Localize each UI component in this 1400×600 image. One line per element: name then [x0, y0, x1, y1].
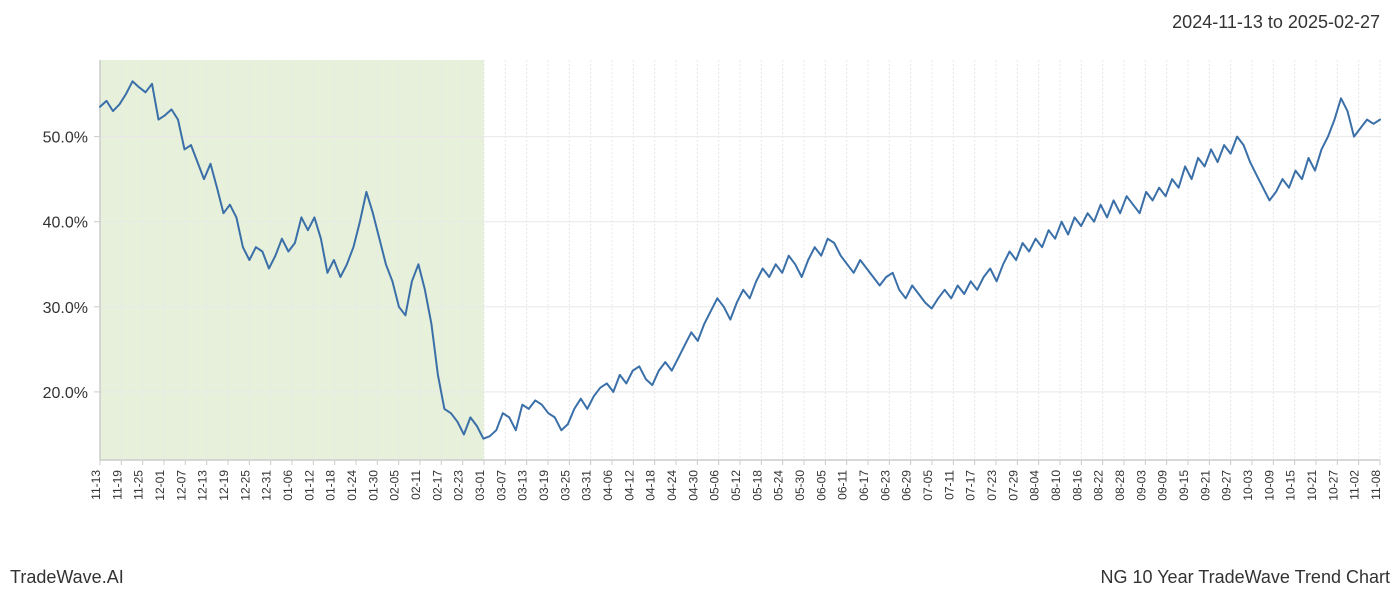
svg-text:06-29: 06-29 [900, 470, 914, 501]
svg-text:05-18: 05-18 [750, 470, 764, 501]
svg-text:12-07: 12-07 [174, 470, 188, 501]
svg-text:04-06: 04-06 [601, 470, 615, 501]
svg-text:04-24: 04-24 [665, 470, 679, 501]
svg-text:06-11: 06-11 [836, 470, 850, 500]
svg-text:11-02: 11-02 [1348, 470, 1362, 500]
svg-text:11-25: 11-25 [132, 470, 146, 500]
svg-text:11-13: 11-13 [89, 470, 103, 500]
footer-chart-title: NG 10 Year TradeWave Trend Chart [1101, 567, 1391, 588]
svg-text:07-05: 07-05 [921, 470, 935, 501]
svg-text:12-25: 12-25 [238, 470, 252, 501]
svg-text:09-15: 09-15 [1177, 470, 1191, 501]
svg-text:02-05: 02-05 [388, 470, 402, 501]
svg-text:07-23: 07-23 [985, 470, 999, 501]
date-range-label: 2024-11-13 to 2025-02-27 [1172, 12, 1380, 33]
svg-text:05-06: 05-06 [708, 470, 722, 501]
trend-chart: 20.0% 30.0% 40.0% 50.0% 11-13 11-19 11-25 12-01… [0, 50, 1400, 540]
svg-text:01-30: 01-30 [366, 470, 380, 501]
svg-text:01-12: 01-12 [302, 470, 316, 501]
svg-text:04-30: 04-30 [686, 470, 700, 501]
svg-text:03-31: 03-31 [580, 470, 594, 501]
svg-text:30.0%: 30.0% [43, 300, 88, 317]
svg-text:20.0%: 20.0% [43, 385, 88, 402]
svg-text:08-10: 08-10 [1049, 470, 1063, 501]
svg-text:02-23: 02-23 [452, 470, 466, 501]
svg-text:04-18: 04-18 [644, 470, 658, 501]
svg-text:03-01: 03-01 [473, 470, 487, 501]
svg-text:12-19: 12-19 [217, 470, 231, 501]
footer-brand: TradeWave.AI [10, 567, 124, 588]
svg-text:08-22: 08-22 [1092, 470, 1106, 501]
svg-text:09-09: 09-09 [1156, 470, 1170, 501]
svg-text:08-28: 08-28 [1113, 470, 1127, 501]
svg-text:02-17: 02-17 [430, 470, 444, 501]
svg-text:12-01: 12-01 [153, 470, 167, 501]
svg-text:11-19: 11-19 [110, 470, 124, 500]
svg-text:02-11: 02-11 [409, 470, 423, 500]
svg-text:08-04: 08-04 [1028, 470, 1042, 501]
svg-text:09-21: 09-21 [1198, 470, 1212, 501]
svg-text:12-31: 12-31 [260, 470, 274, 501]
svg-text:12-13: 12-13 [196, 470, 210, 501]
svg-text:09-03: 09-03 [1134, 470, 1148, 501]
chart-svg: 20.0% 30.0% 40.0% 50.0% 11-13 11-19 11-25 12-01… [0, 50, 1400, 540]
svg-text:06-23: 06-23 [878, 470, 892, 501]
svg-text:09-27: 09-27 [1220, 470, 1234, 501]
svg-text:07-29: 07-29 [1006, 470, 1020, 501]
svg-text:07-17: 07-17 [964, 470, 978, 501]
svg-text:50.0%: 50.0% [43, 130, 88, 147]
svg-text:05-12: 05-12 [729, 470, 743, 501]
svg-text:05-30: 05-30 [793, 470, 807, 501]
svg-text:03-25: 03-25 [558, 470, 572, 501]
svg-text:08-16: 08-16 [1070, 470, 1084, 501]
svg-text:01-24: 01-24 [345, 470, 359, 501]
svg-text:01-18: 01-18 [324, 470, 338, 501]
svg-text:07-11: 07-11 [942, 470, 956, 500]
svg-text:10-15: 10-15 [1284, 470, 1298, 501]
svg-text:04-12: 04-12 [622, 470, 636, 501]
svg-text:10-09: 10-09 [1262, 470, 1276, 501]
svg-text:05-24: 05-24 [772, 470, 786, 501]
svg-text:11-08: 11-08 [1369, 470, 1383, 500]
svg-text:06-17: 06-17 [857, 470, 871, 501]
svg-text:01-06: 01-06 [281, 470, 295, 501]
svg-text:10-21: 10-21 [1305, 470, 1319, 501]
svg-text:03-07: 03-07 [494, 470, 508, 501]
svg-text:03-19: 03-19 [537, 470, 551, 501]
svg-text:10-03: 10-03 [1241, 470, 1255, 501]
svg-text:40.0%: 40.0% [43, 215, 88, 232]
svg-text:10-27: 10-27 [1326, 470, 1340, 501]
svg-text:03-13: 03-13 [516, 470, 530, 501]
svg-text:06-05: 06-05 [814, 470, 828, 501]
